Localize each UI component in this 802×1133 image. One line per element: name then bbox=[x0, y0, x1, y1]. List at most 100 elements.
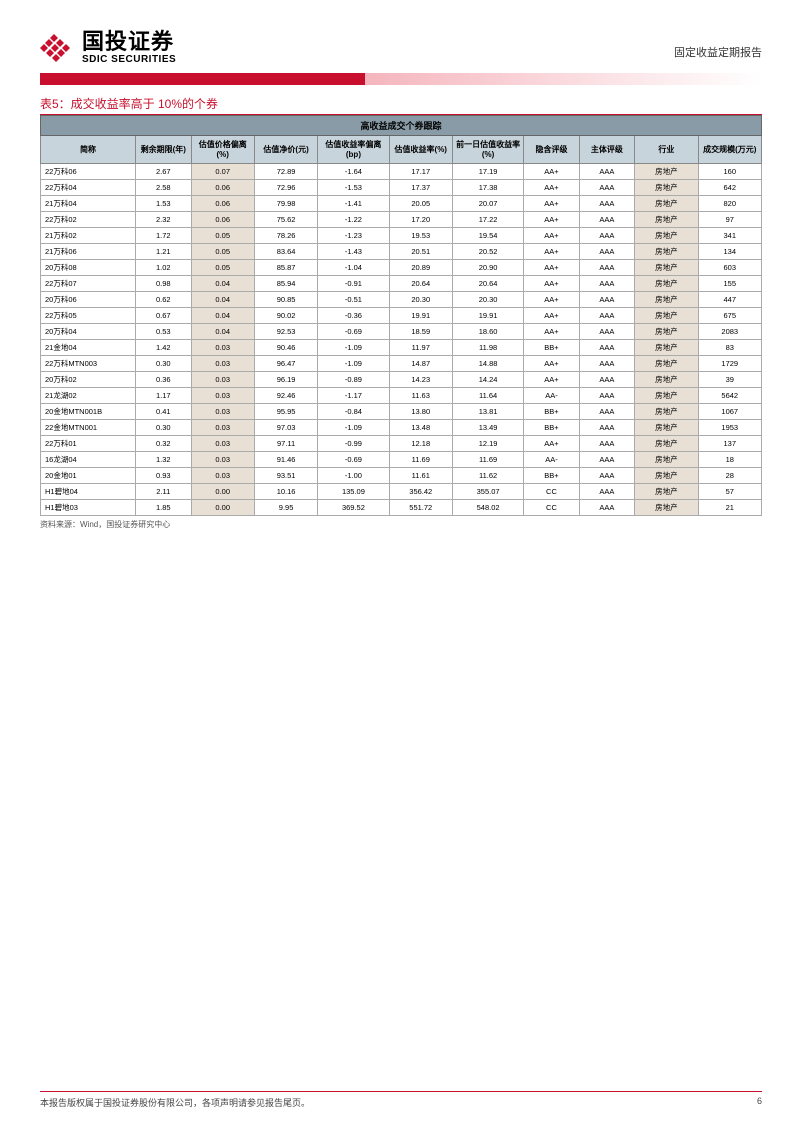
table-cell: AAA bbox=[579, 308, 634, 324]
table-cell: 369.52 bbox=[318, 500, 389, 516]
table-cell: -1.43 bbox=[318, 244, 389, 260]
table-cell: 1.85 bbox=[136, 500, 191, 516]
table-cell: AAA bbox=[579, 180, 634, 196]
table-row: 22万科070.980.0485.94-0.9120.6420.64AA+AAA… bbox=[41, 276, 762, 292]
table-cell: -1.41 bbox=[318, 196, 389, 212]
table-cell: 1067 bbox=[698, 404, 761, 420]
table-cell: AA+ bbox=[524, 228, 579, 244]
table-cell: AA+ bbox=[524, 356, 579, 372]
table-cell: AAA bbox=[579, 372, 634, 388]
table-cell: 12.19 bbox=[452, 436, 523, 452]
table-cell: CC bbox=[524, 484, 579, 500]
table-row: 21万科061.210.0583.64-1.4320.5120.52AA+AAA… bbox=[41, 244, 762, 260]
table-cell: 85.94 bbox=[254, 276, 317, 292]
table-cell: 20.07 bbox=[452, 196, 523, 212]
table-cell: 17.20 bbox=[389, 212, 452, 228]
table-row: 20万科060.620.0490.85-0.5120.3020.30AA+AAA… bbox=[41, 292, 762, 308]
table-cell: AAA bbox=[579, 404, 634, 420]
table-cell: AAA bbox=[579, 388, 634, 404]
table-cell: 房地产 bbox=[635, 276, 698, 292]
table-cell: 1.72 bbox=[136, 228, 191, 244]
table-cell: AAA bbox=[579, 468, 634, 484]
table-cell: BB+ bbox=[524, 468, 579, 484]
table-cell: 11.61 bbox=[389, 468, 452, 484]
table-cell: -1.64 bbox=[318, 164, 389, 180]
table-cell: 10.16 bbox=[254, 484, 317, 500]
table-cell: 0.93 bbox=[136, 468, 191, 484]
table-cell: 22万科06 bbox=[41, 164, 136, 180]
table-cell: 13.49 bbox=[452, 420, 523, 436]
table-cell: 房地产 bbox=[635, 164, 698, 180]
column-header: 隐含评级 bbox=[524, 136, 579, 164]
table-cell: AA+ bbox=[524, 436, 579, 452]
table-cell: -1.22 bbox=[318, 212, 389, 228]
table-cell: 0.32 bbox=[136, 436, 191, 452]
table-cell: 57 bbox=[698, 484, 761, 500]
column-header: 估值价格偏离(%) bbox=[191, 136, 254, 164]
table-cell: 11.97 bbox=[389, 340, 452, 356]
table-cell: 20万科08 bbox=[41, 260, 136, 276]
table-row: 21龙湖021.170.0392.46-1.1711.6311.64AA-AAA… bbox=[41, 388, 762, 404]
table-row: 22万科MTN0030.300.0396.47-1.0914.8714.88AA… bbox=[41, 356, 762, 372]
table-cell: 447 bbox=[698, 292, 761, 308]
table-row: H1碧地042.110.0010.16135.09356.42355.07CCA… bbox=[41, 484, 762, 500]
table-cell: 1.21 bbox=[136, 244, 191, 260]
table-cell: 18.59 bbox=[389, 324, 452, 340]
table-cell: 17.19 bbox=[452, 164, 523, 180]
table-cell: AAA bbox=[579, 196, 634, 212]
logo-en: SDIC SECURITIES bbox=[82, 54, 176, 65]
table-cell: 房地产 bbox=[635, 260, 698, 276]
table-row: 22万科050.670.0490.02-0.3619.9119.91AA+AAA… bbox=[41, 308, 762, 324]
table-cell: 房地产 bbox=[635, 372, 698, 388]
table-cell: AA+ bbox=[524, 212, 579, 228]
table-cell: AAA bbox=[579, 260, 634, 276]
table-row: 16龙湖041.320.0391.46-0.6911.6911.69AA-AAA… bbox=[41, 452, 762, 468]
table-cell: 2.11 bbox=[136, 484, 191, 500]
table-cell: 20万科02 bbox=[41, 372, 136, 388]
table-cell: 11.63 bbox=[389, 388, 452, 404]
table-cell: AA+ bbox=[524, 372, 579, 388]
table-cell: 21万科06 bbox=[41, 244, 136, 260]
table-cell: AA+ bbox=[524, 260, 579, 276]
table-cell: 0.04 bbox=[191, 324, 254, 340]
table-cell: 39 bbox=[698, 372, 761, 388]
table-cell: 0.03 bbox=[191, 436, 254, 452]
table-cell: -1.00 bbox=[318, 468, 389, 484]
table-cell: 13.81 bbox=[452, 404, 523, 420]
table-cell: 房地产 bbox=[635, 500, 698, 516]
column-header: 简称 bbox=[41, 136, 136, 164]
table-cell: 房地产 bbox=[635, 468, 698, 484]
table-cell: 19.53 bbox=[389, 228, 452, 244]
table-cell: 17.37 bbox=[389, 180, 452, 196]
table-cell: 20.30 bbox=[389, 292, 452, 308]
table-cell: AAA bbox=[579, 212, 634, 228]
table-cell: 0.06 bbox=[191, 196, 254, 212]
table-cell: 房地产 bbox=[635, 292, 698, 308]
table-cell: 1.32 bbox=[136, 452, 191, 468]
table-cell: -0.69 bbox=[318, 452, 389, 468]
table-row: 22万科022.320.0675.62-1.2217.2017.22AA+AAA… bbox=[41, 212, 762, 228]
table-cell: 房地产 bbox=[635, 484, 698, 500]
table-cell: AAA bbox=[579, 484, 634, 500]
table-cell: 20.90 bbox=[452, 260, 523, 276]
table-cell: 160 bbox=[698, 164, 761, 180]
table-cell: 72.89 bbox=[254, 164, 317, 180]
table-cell: 0.30 bbox=[136, 420, 191, 436]
table-cell: 房地产 bbox=[635, 340, 698, 356]
table-cell: 18.60 bbox=[452, 324, 523, 340]
table-cell: -1.09 bbox=[318, 420, 389, 436]
table-row: 22金地MTN0010.300.0397.03-1.0913.4813.49BB… bbox=[41, 420, 762, 436]
table-cell: 房地产 bbox=[635, 404, 698, 420]
table-cell: 0.03 bbox=[191, 372, 254, 388]
table-cell: 20.64 bbox=[452, 276, 523, 292]
table-cell: 1.02 bbox=[136, 260, 191, 276]
footer-page-number: 6 bbox=[757, 1096, 762, 1109]
table-cell: 13.48 bbox=[389, 420, 452, 436]
table-cell: 14.87 bbox=[389, 356, 452, 372]
table-cell: AAA bbox=[579, 276, 634, 292]
table-cell: AA+ bbox=[524, 276, 579, 292]
table-cell: 22万科01 bbox=[41, 436, 136, 452]
table-cell: 0.03 bbox=[191, 404, 254, 420]
table-cell: 79.98 bbox=[254, 196, 317, 212]
table-cell: 135.09 bbox=[318, 484, 389, 500]
